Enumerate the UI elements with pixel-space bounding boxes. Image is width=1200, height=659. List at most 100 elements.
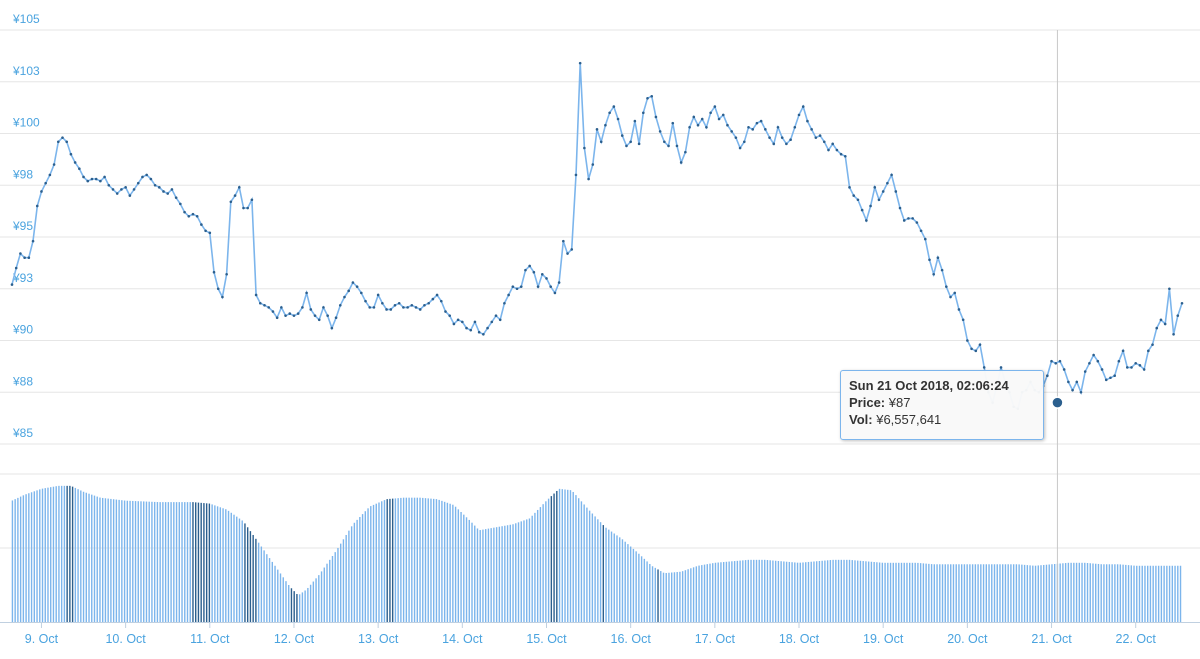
volume-bar — [512, 524, 514, 622]
volume-bar — [577, 498, 580, 622]
price-point — [448, 314, 451, 317]
volume-bar — [747, 559, 750, 622]
price-point — [646, 97, 649, 100]
price-point — [785, 142, 788, 146]
volume-bar — [1002, 564, 1004, 622]
volume-bar — [52, 486, 55, 622]
volume-bar — [720, 562, 722, 622]
volume-bar — [19, 496, 22, 622]
price-point — [275, 316, 279, 320]
price-point — [461, 320, 464, 324]
price-point — [35, 204, 39, 208]
price-point — [233, 194, 237, 197]
volume-bar — [367, 508, 369, 622]
volume-bar — [11, 500, 14, 622]
volume-bar — [744, 560, 747, 622]
price-point — [23, 256, 26, 260]
volume-bar — [219, 507, 222, 622]
price-point — [641, 111, 645, 115]
price-point — [414, 306, 418, 309]
price-series-markers — [10, 61, 1184, 411]
price-point — [734, 136, 738, 139]
price-point — [452, 322, 456, 326]
volume-bar — [1070, 562, 1072, 622]
x-tick-label: 19. Oct — [863, 632, 904, 646]
volume-bar — [597, 519, 599, 622]
volume-bar — [736, 560, 739, 622]
volume-bar — [91, 494, 93, 622]
price-point — [250, 198, 254, 202]
price-point — [945, 285, 948, 288]
volume-bar — [717, 562, 719, 622]
price-point — [1130, 366, 1133, 369]
x-tick-label: 14. Oct — [442, 632, 483, 646]
volume-bar — [818, 561, 821, 622]
volume-bar — [304, 590, 306, 622]
volume-bar — [74, 487, 77, 622]
volume-bar — [375, 503, 377, 622]
price-point — [124, 186, 127, 189]
price-point — [1172, 332, 1175, 336]
volume-bar — [378, 502, 380, 622]
price-point — [372, 306, 376, 309]
price-point — [898, 206, 902, 210]
volume-bar — [279, 573, 282, 622]
price-point — [751, 128, 755, 131]
volume-bar — [383, 500, 386, 622]
price-point — [174, 196, 178, 199]
volume-bar — [391, 498, 394, 622]
volume-bar — [725, 561, 728, 622]
volume-bar — [799, 562, 801, 622]
price-point — [743, 140, 746, 144]
volume-bar — [246, 527, 249, 622]
volume-bar — [118, 499, 120, 622]
volume-bar — [277, 569, 279, 622]
x-tick-label: 15. Oct — [526, 632, 567, 646]
price-point — [313, 314, 317, 317]
price-point — [1058, 359, 1062, 363]
volume-bar — [1144, 565, 1146, 622]
volume-bar — [433, 498, 435, 622]
volume-bar — [980, 564, 982, 622]
volume-bar — [159, 502, 161, 622]
volume-bar — [1089, 563, 1091, 622]
volume-bar — [1111, 564, 1113, 622]
volume-bar — [484, 529, 487, 622]
volume-bar — [1062, 563, 1064, 622]
price-point — [616, 117, 620, 121]
volume-bar — [345, 534, 347, 622]
volume-bar — [837, 559, 840, 622]
volume-bar — [679, 571, 681, 622]
volume-bar — [233, 514, 235, 622]
volume-bar — [651, 566, 654, 622]
price-point — [957, 308, 961, 311]
price-point — [200, 223, 203, 226]
volume-bar — [257, 542, 260, 622]
volume-bar — [214, 505, 216, 622]
volume-bar — [58, 485, 60, 622]
price-point — [393, 304, 397, 307]
volume-bar — [495, 527, 498, 622]
volume-bar — [857, 560, 859, 622]
volume-bar — [381, 501, 383, 622]
price-point — [1180, 301, 1184, 305]
volume-bar — [184, 502, 186, 622]
volume-bar — [835, 559, 837, 622]
volume-bar — [586, 507, 588, 622]
tooltip-title: Sun 21 Oct 2018, 02:06:24 — [849, 378, 1009, 393]
price-point — [14, 266, 18, 270]
price-point — [1075, 380, 1079, 384]
hover-point[interactable] — [1051, 396, 1064, 409]
volume-bar — [575, 495, 577, 622]
volume-bar — [178, 502, 180, 622]
volume-bar — [668, 572, 670, 622]
volume-bar — [840, 559, 843, 622]
price-point — [637, 142, 641, 146]
price-point — [755, 121, 759, 125]
volume-bar — [722, 562, 725, 622]
price-point — [667, 144, 670, 148]
tooltip-price-row: Price: ¥87 — [849, 394, 1035, 411]
volume-bar — [197, 502, 200, 622]
volume-bar — [227, 510, 230, 622]
volume-bar — [824, 560, 826, 622]
